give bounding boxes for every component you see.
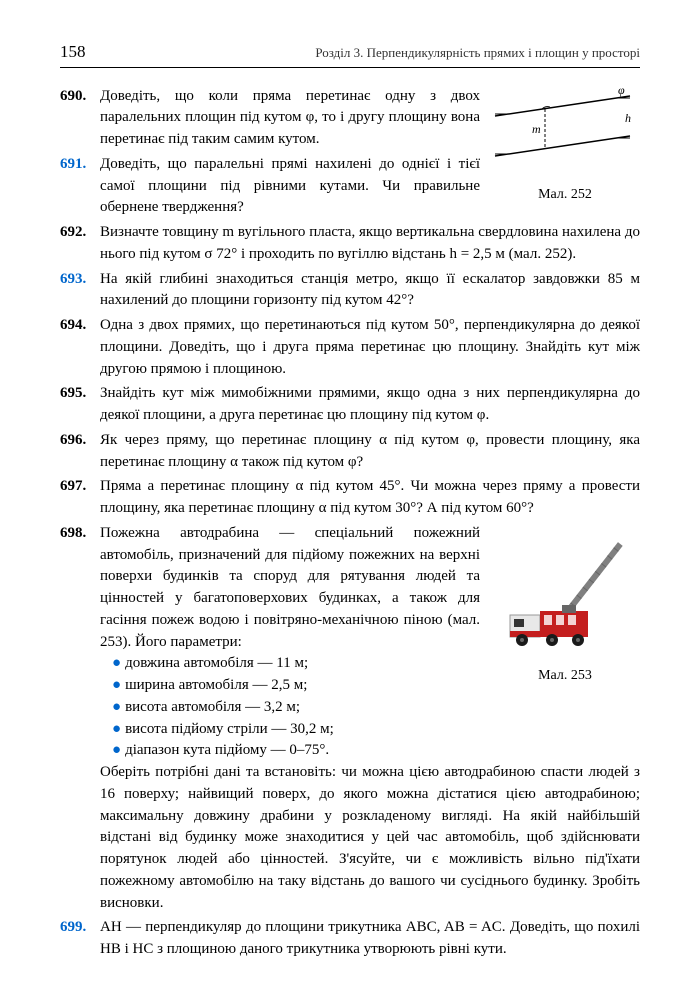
problem-text-690: Доведіть, що коли пряма перетинає одну з… — [100, 86, 480, 151]
section-title: Розділ 3. Перпендикулярність прямих і пл… — [315, 44, 640, 63]
problem-num-699: 699. — [60, 917, 100, 939]
problem-num-696: 696. — [60, 430, 100, 452]
label-phi: φ — [618, 86, 625, 97]
problem-text-697: Пряма a перетинає площину α під кутом 45… — [100, 476, 640, 520]
problem-text-693: На якій глибині знаходиться станція метр… — [100, 269, 640, 313]
bullet-1: ширина автомобіля — 2,5 м; — [125, 677, 307, 693]
problem-text-699: AH — перпендикуляр до площини трикутника… — [100, 917, 640, 961]
label-m: m — [532, 122, 541, 136]
problem-698-intro: Пожежна автодрабина — спеціальний пожежн… — [100, 525, 480, 650]
bullet-4: діапазон кута підйому — 0–75°. — [125, 742, 329, 758]
problem-num-690: 690. — [60, 86, 100, 108]
problem-text-694: Одна з двох прямих, що перетинаються під… — [100, 315, 640, 380]
bullet-3: висота підйому стріли — 30,2 м; — [125, 721, 334, 737]
bullet-2: висота автомобіля — 3,2 м; — [125, 699, 300, 715]
problem-698-tail: Оберіть потрібні дані та встановіть: чи … — [100, 764, 640, 911]
figure-252-caption: Мал. 252 — [490, 185, 640, 205]
bullet-icon: ● — [112, 742, 121, 758]
fire-truck-illustration — [500, 523, 630, 648]
page-number: 158 — [60, 40, 86, 65]
problem-num-697: 697. — [60, 476, 100, 498]
diagram-252: φ h m — [490, 86, 640, 181]
figure-253-caption: Мал. 253 — [490, 666, 640, 686]
problem-text-696: Як через пряму, що перетинає площину α п… — [100, 430, 640, 474]
bullet-icon: ● — [112, 721, 121, 737]
bullet-icon: ● — [112, 655, 121, 671]
problem-num-691: 691. — [60, 154, 100, 176]
figure-252: φ h m Мал. 252 — [490, 86, 640, 206]
bullet-icon: ● — [112, 699, 121, 715]
label-h: h — [625, 111, 631, 125]
problem-text-698: Мал. 253 Пожежна автодрабина — спеціальн… — [100, 523, 640, 915]
problem-text-691: Доведіть, що паралельні прямі нахилені д… — [100, 154, 480, 219]
problem-text-692: Визначте товщину m вугільного пласта, як… — [100, 222, 640, 266]
problem-num-692: 692. — [60, 222, 100, 244]
problem-num-694: 694. — [60, 315, 100, 337]
problem-num-695: 695. — [60, 383, 100, 405]
problem-num-698: 698. — [60, 523, 100, 545]
problem-num-693: 693. — [60, 269, 100, 291]
figure-253: Мал. 253 — [490, 523, 640, 686]
bullet-icon: ● — [112, 677, 121, 693]
bullet-0: довжина автомобіля — 11 м; — [125, 655, 308, 671]
problem-text-695: Знайдіть кут між мимобіжними прямими, як… — [100, 383, 640, 427]
